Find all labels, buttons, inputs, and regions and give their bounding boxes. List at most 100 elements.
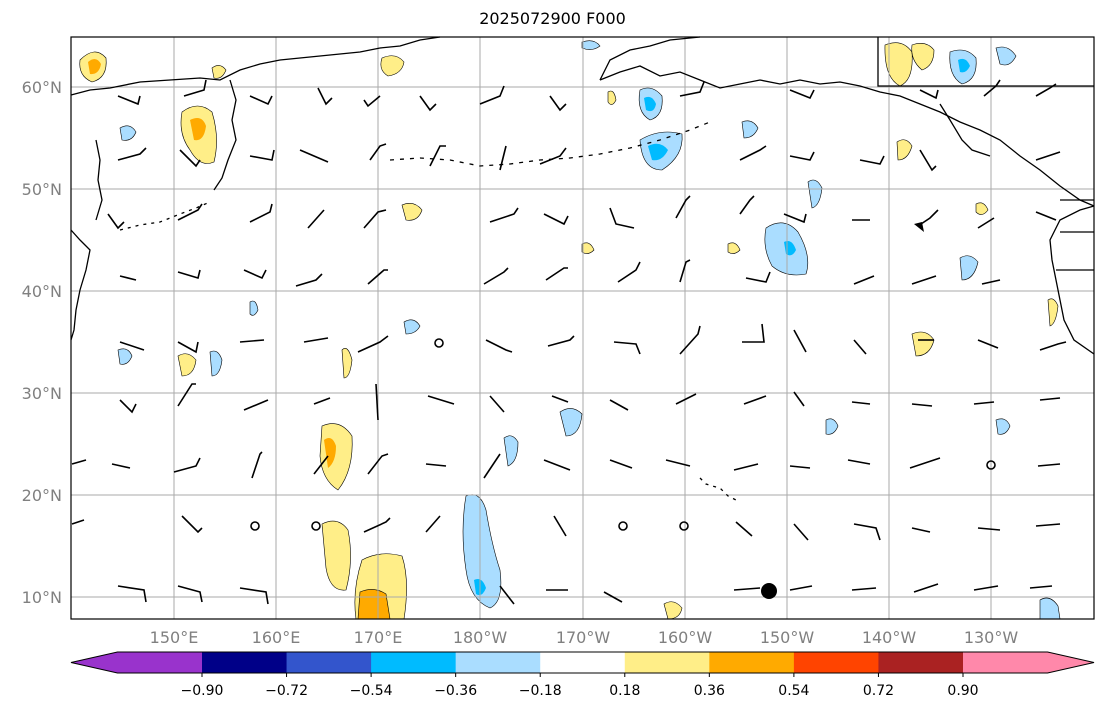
shade-blob [190,118,206,141]
wind-barb [789,465,811,469]
shade-blob [995,46,1017,66]
colorbar-segments [70,651,1095,674]
colorbar-tick-label: −0.54 [350,683,393,699]
colorbar-segment [624,652,710,673]
calm-markers [250,338,996,531]
wind-barb [177,341,199,354]
wind-barb [919,149,937,172]
wind-barb [313,397,331,405]
coast-hawaii [699,477,737,501]
lon-label: 140°W [862,628,917,647]
shade-blob [403,319,421,335]
wind-barb [1035,151,1061,161]
lat-label: 20°N [22,486,62,505]
wind-barb [743,395,767,405]
wind-barb [745,271,771,283]
colorbar-tick-label: −0.90 [181,683,224,699]
wind-barb [665,459,691,467]
wind-barb [973,585,999,591]
wind-barb [793,391,805,407]
colorbar-tick-label: 0.54 [778,683,809,699]
coast-kurils [119,201,211,231]
shade-blob [341,348,353,379]
wind-barb [789,151,815,161]
coast-sakhalin [95,139,103,221]
wind-barb [783,213,807,224]
wind-barb [363,95,381,108]
colorbar-ticks: −0.90 −0.72 −0.54 −0.36 −0.18 0.18 0.36 0.54 0.7… [181,673,979,699]
wind-barb [307,209,325,229]
wind-barb [117,585,147,603]
colorbar-tick-label: 0.72 [863,683,894,699]
wind-barb [675,393,697,405]
shade-blob [995,418,1011,435]
lon-label: 150°E [150,628,199,647]
shade-blob [607,90,617,105]
colorbar-segment [371,652,457,673]
wind-barb [547,335,575,347]
wind-barb [739,145,767,161]
wind-barb [179,149,201,168]
wind-barb [983,79,1001,97]
coast-na-west [1049,205,1095,355]
wind-barbs [71,79,1067,605]
wind-barb [919,89,939,100]
wind-barb [243,399,269,411]
shade-blob [503,435,519,467]
wind-barb [543,459,571,471]
wind-barb [553,515,567,537]
wind-barb [71,519,85,525]
wind-barb [499,145,507,171]
wind-barb [851,587,877,591]
wind-barb [177,383,196,407]
wind-barb [1035,523,1061,527]
colorbar-extend-max [963,652,1094,673]
wind-barb [375,383,379,421]
coastlines [70,36,1095,501]
wind-barb [317,87,333,106]
wind-barb [367,453,389,475]
wind-barb [977,217,995,229]
wind-barb [479,85,505,105]
coast-alaska-north [599,36,701,81]
wind-barb [369,143,387,161]
wind-barb [1039,341,1067,351]
wind-barb [177,585,203,603]
lat-label: 50°N [22,180,62,199]
wind-barb [117,147,147,161]
lat-label: 30°N [22,384,62,403]
shade-blob [975,202,989,215]
wind-barb [789,89,815,100]
wind-barb [363,517,391,533]
wind-barb [1035,83,1057,97]
wind-barb [1029,585,1053,589]
wind-barb [617,261,641,283]
wind-barb [853,275,875,285]
wind-barb [239,339,265,343]
colorbar-tick-label: 0.90 [947,683,978,699]
colorbar-segment [709,652,795,673]
lon-label: 160°W [658,628,713,647]
shade-blob [324,438,336,468]
wind-barb [485,339,513,353]
shade-blob [581,40,601,50]
shade-blob [581,242,595,254]
map-border [70,36,1095,620]
map-title: 2025072900 F000 [479,9,626,28]
wind-barb [613,341,641,355]
lon-label: 160°E [252,628,301,647]
wind-barb [793,523,809,541]
calm-circle [986,460,996,470]
negative-shading [117,40,1061,620]
lon-label: 150°W [760,628,815,647]
colorbar-tick-label: 0.36 [694,683,725,699]
shade-blob [958,58,970,73]
wind-barb [853,339,867,355]
shade-blob [727,242,741,254]
positive-shading [79,42,1059,620]
wind-barb [249,149,275,161]
wind-barb [545,267,568,281]
wind-barb [243,269,267,280]
wind-barb [733,587,761,591]
wind-barb [177,203,203,221]
